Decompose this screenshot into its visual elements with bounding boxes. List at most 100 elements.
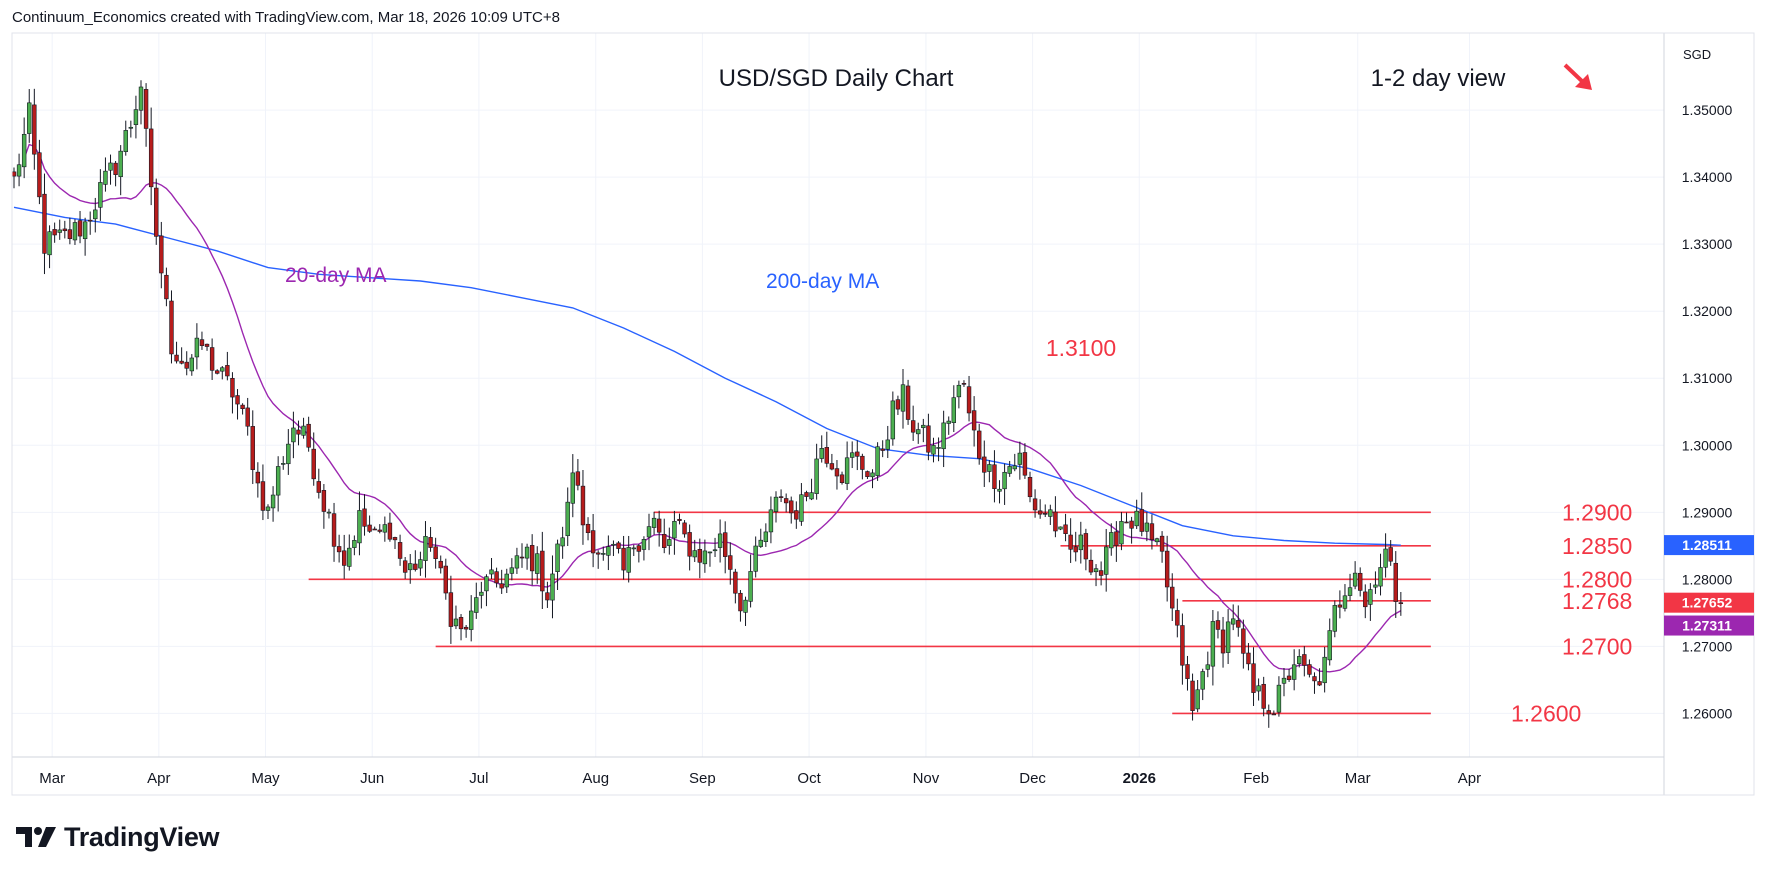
candle: [336, 534, 342, 563]
candle: [245, 397, 250, 436]
candle: [1327, 618, 1332, 666]
candle: [138, 80, 144, 125]
candle: [865, 470, 870, 479]
currency-label: SGD: [1683, 47, 1711, 62]
candle: [636, 543, 642, 563]
candle: [560, 526, 565, 559]
candle: [524, 543, 530, 570]
candle: [1022, 443, 1028, 479]
candle: [1058, 526, 1063, 531]
candle: [382, 516, 388, 542]
candle: [98, 169, 103, 221]
candle: [773, 491, 779, 523]
candle: [890, 391, 896, 446]
candle: [834, 460, 840, 490]
y-tick-label: 1.32000: [1682, 303, 1733, 319]
candle: [194, 323, 200, 370]
candle: [1261, 676, 1266, 717]
candle: [1027, 471, 1033, 503]
candle: [204, 343, 210, 351]
candle: [418, 551, 423, 576]
candle: [357, 491, 362, 556]
candle: [697, 538, 703, 579]
candle: [1225, 609, 1231, 665]
candle: [123, 120, 128, 156]
candle: [1043, 504, 1048, 518]
candle: [209, 338, 215, 380]
candle: [692, 539, 697, 562]
ma20-layer: [23, 143, 1402, 673]
candle: [1342, 584, 1348, 612]
y-tick-label: 1.26000: [1682, 705, 1733, 721]
candle: [474, 582, 479, 619]
candle: [758, 528, 763, 548]
candle: [799, 483, 804, 526]
candle: [372, 526, 377, 531]
candle: [1083, 528, 1089, 571]
x-tick-label: Mar: [39, 770, 65, 787]
candle: [93, 197, 98, 233]
candle: [489, 557, 494, 580]
candle: [387, 512, 393, 542]
candle: [1297, 649, 1302, 668]
candle: [1012, 453, 1017, 472]
time-axis[interactable]: Mar Apr May Jun Jul Aug Sep Oct Nov Dec 2026 Feb Mar…: [39, 770, 1481, 787]
candle: [1078, 521, 1084, 564]
candle: [819, 435, 824, 463]
candle: [738, 590, 743, 622]
candle: [1104, 528, 1109, 592]
candle: [662, 518, 667, 554]
candle: [270, 486, 276, 522]
candle: [1093, 564, 1099, 587]
candle: [1388, 540, 1393, 566]
candle: [926, 413, 931, 461]
candle: [626, 535, 631, 583]
candle: [255, 462, 261, 498]
candle: [62, 220, 68, 239]
candle: [702, 539, 708, 573]
candle: [189, 354, 194, 376]
candle: [1358, 567, 1363, 597]
candle: [1352, 561, 1358, 590]
candle: [1007, 460, 1012, 477]
candle: [1053, 496, 1058, 538]
candle: [42, 173, 47, 275]
candle: [1220, 616, 1226, 668]
candle: [768, 496, 774, 544]
y-tick-label: 1.29000: [1682, 504, 1733, 520]
candle: [225, 351, 230, 381]
price-badge-label: 1.27652: [1682, 595, 1733, 611]
candle: [1159, 531, 1165, 563]
candle: [281, 456, 286, 470]
candle: [672, 510, 677, 555]
price-axis[interactable]: 1.26000 1.27000 1.28000 1.29000 1.30000 1.310…: [1682, 102, 1733, 721]
candle: [921, 418, 926, 443]
candle: [1291, 649, 1297, 691]
candle: [448, 575, 454, 644]
candle: [1185, 655, 1190, 691]
x-tick-label: Feb: [1243, 770, 1269, 787]
candle: [1363, 584, 1368, 619]
candle: [616, 541, 621, 554]
candle: [1200, 668, 1205, 701]
candle: [408, 554, 413, 584]
candle: [992, 450, 997, 503]
tradingview-brand[interactable]: TradingView: [16, 822, 220, 852]
x-tick-label: Oct: [797, 770, 821, 787]
candle: [154, 178, 159, 245]
candle: [844, 441, 850, 491]
price-badge: [1664, 535, 1754, 556]
candle: [1002, 463, 1007, 505]
candle: [32, 88, 37, 170]
candle: [1266, 704, 1271, 728]
y-tick-label: 1.31000: [1682, 370, 1733, 386]
candle: [824, 431, 830, 468]
candle: [331, 502, 337, 562]
candle: [722, 521, 728, 574]
x-tick-label: 2026: [1123, 770, 1156, 787]
candle: [1271, 710, 1277, 716]
candle: [870, 469, 875, 489]
candle: [535, 546, 540, 584]
candle: [1154, 537, 1160, 546]
candle: [753, 536, 758, 578]
